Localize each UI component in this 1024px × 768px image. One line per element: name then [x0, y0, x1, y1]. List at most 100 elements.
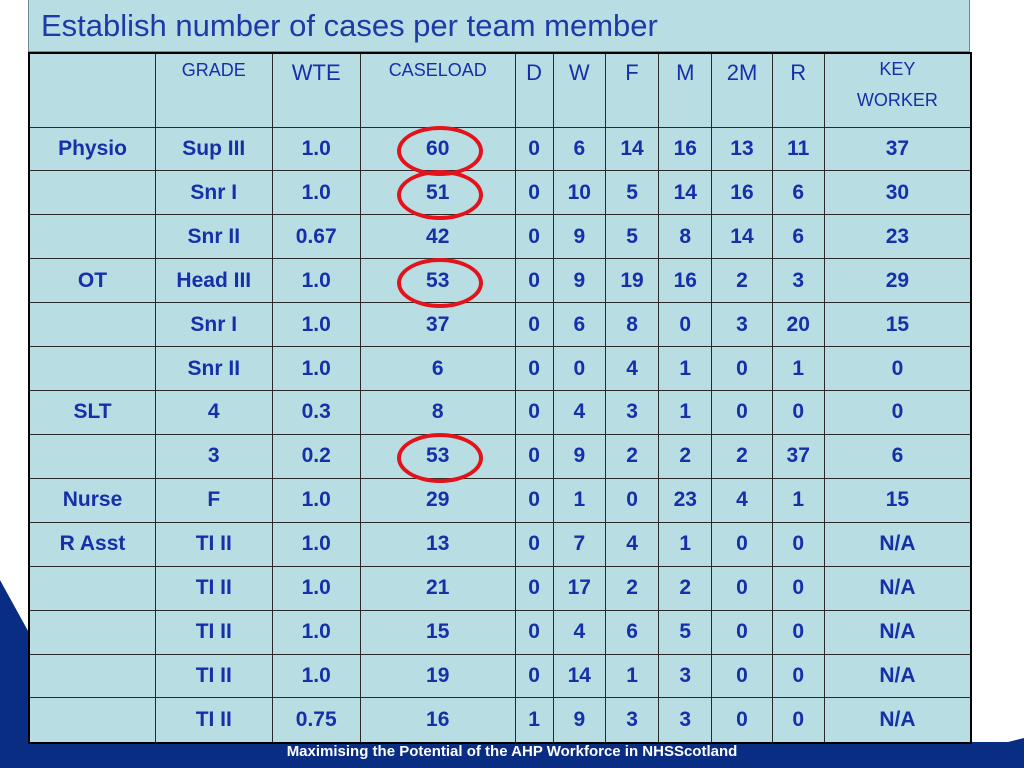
cell-grade-value: Snr I — [190, 180, 238, 204]
cell-grade: TI II — [155, 653, 273, 699]
cell-m: 1 — [658, 346, 713, 392]
cell-f: 4 — [604, 346, 660, 392]
cell-d: 0 — [514, 390, 554, 435]
cell-r-value: 1 — [792, 488, 805, 512]
cell-grade-value: F — [207, 488, 221, 512]
cell-team-value: Nurse — [62, 488, 123, 512]
cell-f: 5 — [604, 214, 660, 260]
cell-f-value: 0 — [626, 488, 638, 512]
cell-f: 3 — [604, 697, 660, 744]
cell-team: Physio — [28, 126, 157, 172]
cell-key-worker: N/A — [823, 565, 972, 611]
cell-team: Nurse — [28, 477, 157, 523]
cell-wte-value: 1.0 — [301, 664, 331, 688]
cell-f-value: 14 — [620, 136, 644, 160]
cell-key-worker-value: 0 — [891, 400, 904, 424]
cell-caseload: 13 — [359, 521, 516, 567]
cell-w-value: 6 — [573, 136, 586, 160]
cell-key-worker-value: 15 — [885, 312, 910, 336]
cell-r: 37 — [771, 433, 825, 479]
cell-grade: Sup III — [155, 126, 273, 172]
cell-caseload: 60 — [359, 125, 516, 176]
table-row: 3 0.2 53 0 9 2 2 2 37 6 — [28, 433, 972, 484]
cell-grade-value: 4 — [207, 400, 220, 424]
cell-w: 9 — [552, 697, 606, 744]
cell-grade-value: Snr II — [187, 224, 241, 248]
cell-r-value: 6 — [792, 224, 805, 248]
cell-f: 14 — [604, 126, 660, 172]
cell-f-value: 3 — [626, 708, 638, 732]
cell-m: 14 — [658, 170, 713, 216]
cell-r-value: 0 — [792, 620, 805, 644]
cell-wte-value: 1.0 — [301, 268, 331, 292]
cell-w: 4 — [552, 609, 606, 655]
cell-key-worker-value: N/A — [879, 708, 916, 732]
cell-m: 1 — [658, 390, 713, 435]
cell-d-value: 0 — [528, 576, 540, 600]
caseload-table: GRADE WTE CASELOAD D W F M 2M R KEY WORK… — [28, 52, 972, 744]
cell-grade: 3 — [155, 433, 273, 479]
cell-grade-value: Head III — [176, 268, 252, 292]
cell-caseload-value: 8 — [431, 400, 444, 424]
cell-w: 9 — [552, 258, 606, 304]
cell-key-worker: N/A — [823, 653, 972, 699]
cell-grade-value: 3 — [207, 444, 220, 468]
cell-w-value: 10 — [567, 180, 591, 204]
cell-grade-value: TI II — [195, 620, 232, 644]
cell-w: 9 — [552, 214, 606, 260]
cell-f-value: 5 — [626, 224, 638, 248]
cell-m: 8 — [658, 214, 713, 260]
cell-caseload-value: 13 — [426, 532, 450, 556]
cell-m: 16 — [658, 126, 713, 172]
cell-team-value: SLT — [73, 400, 112, 424]
cell-2m-value: 14 — [730, 224, 754, 248]
cell-d: 0 — [514, 302, 554, 348]
cell-caseload: 8 — [359, 390, 516, 435]
table-body: Physio Sup III 1.0 60 0 6 14 16 13 11 37 Snr I 1.0 51… — [28, 125, 972, 744]
cell-caseload-value: 37 — [426, 312, 450, 336]
cell-grade: Snr I — [155, 302, 273, 348]
cell-wte-value: 1.0 — [301, 136, 331, 160]
cell-2m: 0 — [711, 390, 773, 435]
cell-d: 0 — [514, 214, 554, 260]
cell-2m-value: 4 — [736, 488, 748, 512]
cell-grade-value: TI II — [195, 576, 232, 600]
cell-f-value: 2 — [626, 444, 638, 468]
cell-m-value: 1 — [679, 532, 692, 556]
footer-text: Maximising the Potential of the AHP Work… — [286, 743, 738, 760]
cell-d: 0 — [514, 477, 554, 523]
cell-caseload-value: 16 — [426, 708, 450, 732]
cell-team — [28, 653, 157, 699]
cell-f-value: 6 — [626, 620, 638, 644]
table-row: TI II 1.0 15 0 4 6 5 0 0 N/A — [28, 609, 972, 655]
cell-wte: 1.0 — [271, 126, 361, 172]
cell-grade: Head III — [155, 258, 273, 304]
cell-2m: 0 — [711, 697, 773, 744]
cell-m-value: 0 — [679, 312, 692, 336]
cell-grade-value: TI II — [195, 664, 232, 688]
cell-r-value: 0 — [792, 664, 805, 688]
cell-d: 0 — [514, 521, 554, 567]
cell-r-value: 20 — [786, 312, 810, 336]
cell-w-value: 4 — [573, 400, 586, 424]
cell-w-value: 14 — [567, 664, 591, 688]
cell-2m: 0 — [711, 565, 773, 611]
cell-d-value: 0 — [528, 620, 540, 644]
cell-f-value: 19 — [620, 268, 644, 292]
cell-grade: Snr I — [155, 170, 273, 216]
cell-key-worker-value: N/A — [879, 664, 916, 688]
cell-caseload: 19 — [359, 653, 516, 699]
cell-w: 6 — [552, 126, 606, 172]
cell-m: 16 — [658, 258, 713, 304]
cell-2m-value: 0 — [736, 532, 748, 556]
cell-caseload-value: 53 — [426, 268, 450, 292]
table-header-row: GRADE WTE CASELOAD D W F M 2M R KEY WORK… — [28, 52, 972, 128]
cell-wte: 1.0 — [271, 346, 361, 392]
cell-w-value: 0 — [573, 356, 586, 380]
cell-caseload-value: 21 — [426, 576, 450, 600]
table-row: Snr I 1.0 37 0 6 8 0 3 20 15 — [28, 302, 972, 348]
cell-team: R Asst — [28, 521, 157, 567]
cell-2m-value: 0 — [736, 576, 748, 600]
cell-2m-value: 0 — [736, 400, 748, 424]
cell-wte: 0.67 — [271, 214, 361, 260]
